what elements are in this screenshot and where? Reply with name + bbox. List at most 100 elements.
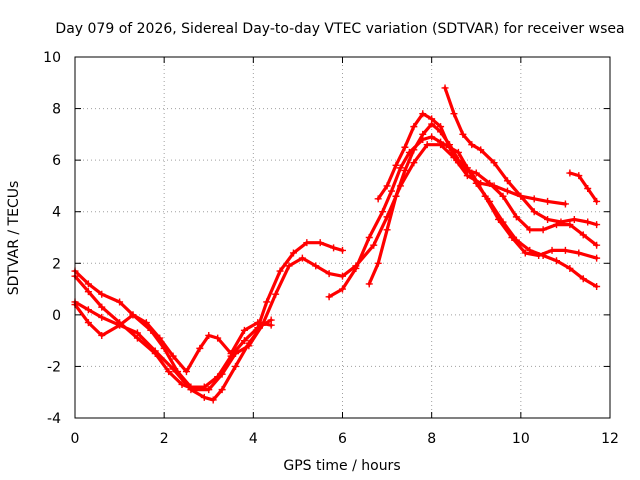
data-point xyxy=(240,326,248,334)
data-point xyxy=(325,270,333,278)
data-point xyxy=(521,249,529,257)
data-point xyxy=(499,192,507,200)
data-point xyxy=(593,241,601,249)
data-point xyxy=(517,192,525,200)
data-point xyxy=(240,337,248,345)
data-point xyxy=(330,244,338,252)
data-point xyxy=(298,254,306,262)
data-point xyxy=(182,368,190,376)
data-point xyxy=(477,146,485,154)
data-point xyxy=(446,143,453,151)
data-point xyxy=(570,215,578,223)
data-point xyxy=(566,264,574,272)
data-point xyxy=(133,329,141,337)
series-line xyxy=(568,171,599,203)
x-tick-label: 12 xyxy=(601,431,619,447)
data-point xyxy=(370,241,378,249)
data-point xyxy=(312,262,320,270)
series-pass-8 xyxy=(441,84,601,229)
data-point xyxy=(227,350,235,358)
data-point xyxy=(428,115,436,123)
y-axis-label: SDTVAR / TECUs xyxy=(6,181,22,296)
data-point xyxy=(561,200,569,208)
data-point xyxy=(267,321,275,329)
y-tick-labels: -4 -2 0 2 4 6 8 10 xyxy=(43,50,61,427)
series-pass-5 xyxy=(325,133,601,301)
data-point xyxy=(410,159,418,167)
x-tick-label: 0 xyxy=(71,431,80,447)
series-pass-1 xyxy=(71,239,346,391)
data-point xyxy=(454,159,462,167)
data-point xyxy=(289,249,297,257)
data-point xyxy=(218,386,226,394)
data-point xyxy=(316,239,324,247)
data-point xyxy=(441,84,449,92)
data-point xyxy=(84,280,92,288)
y-tick-label: 4 xyxy=(52,205,61,221)
data-point xyxy=(374,195,382,203)
data-point xyxy=(339,272,346,280)
y-tick-label: 0 xyxy=(52,308,61,324)
data-point xyxy=(490,159,498,167)
data-point xyxy=(459,130,467,138)
data-point xyxy=(232,362,239,370)
data-point xyxy=(196,344,204,352)
data-point xyxy=(156,334,164,342)
data-point xyxy=(503,177,511,185)
data-point xyxy=(579,275,587,283)
data-point xyxy=(205,386,213,394)
x-tick-label: 6 xyxy=(338,431,347,447)
data-point xyxy=(169,365,177,373)
data-point xyxy=(116,298,124,306)
data-point xyxy=(165,368,173,376)
data-point xyxy=(468,141,476,149)
series-pass-3 xyxy=(71,298,275,404)
data-point xyxy=(419,110,427,118)
series-pass-9 xyxy=(566,169,601,205)
data-point xyxy=(365,234,373,241)
y-tick-label: 2 xyxy=(52,256,61,272)
y-tick-label: 6 xyxy=(52,153,61,169)
data-point xyxy=(472,169,480,177)
x-axis-label: GPS time / hours xyxy=(283,458,400,474)
data-point xyxy=(383,226,391,234)
data-point xyxy=(575,172,583,180)
series-pass-7 xyxy=(374,110,601,249)
data-point xyxy=(325,293,333,301)
data-point xyxy=(218,370,226,378)
data-point xyxy=(374,259,382,267)
data-point xyxy=(388,187,396,195)
data-point xyxy=(419,130,427,138)
data-point xyxy=(272,290,280,298)
data-point xyxy=(392,161,400,169)
data-point xyxy=(508,234,516,241)
data-point xyxy=(584,185,592,193)
data-point xyxy=(98,313,106,321)
x-tick-label: 4 xyxy=(249,431,258,447)
data-point xyxy=(339,285,346,293)
data-point xyxy=(200,393,208,401)
data-point xyxy=(98,290,106,298)
data-point xyxy=(245,339,253,347)
data-point xyxy=(142,319,150,327)
data-point xyxy=(512,213,520,221)
data-point xyxy=(339,246,346,254)
data-point xyxy=(557,218,565,226)
data-point xyxy=(566,169,574,177)
data-point xyxy=(383,182,391,190)
data-point xyxy=(530,195,538,203)
data-point xyxy=(530,208,538,216)
data-point xyxy=(481,192,489,200)
data-point xyxy=(566,221,574,229)
data-point xyxy=(410,146,418,154)
data-point xyxy=(454,148,462,156)
data-point xyxy=(151,347,159,355)
y-tick-label: -4 xyxy=(47,411,61,427)
data-point xyxy=(584,218,592,226)
data-point xyxy=(178,380,186,388)
data-point xyxy=(352,264,360,272)
series-line xyxy=(73,143,568,392)
data-point xyxy=(553,257,560,265)
data-point xyxy=(495,215,503,223)
data-point xyxy=(84,319,92,327)
